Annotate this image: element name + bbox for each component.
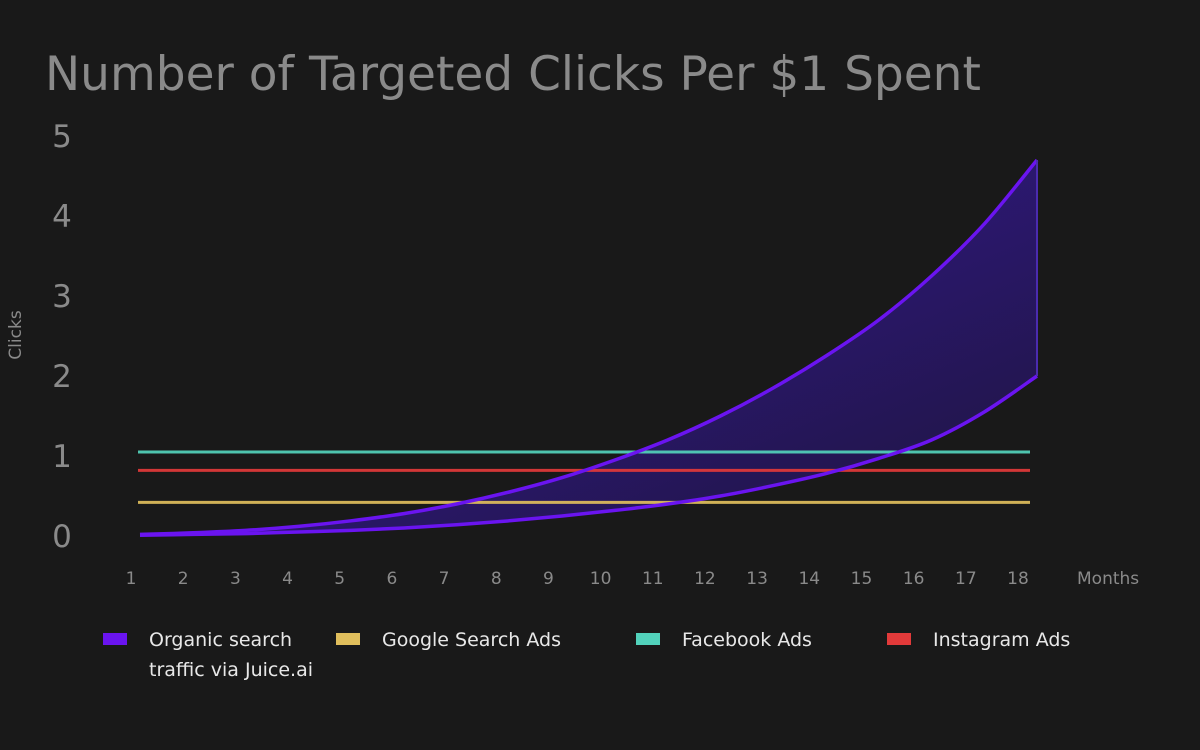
organic-upper-line (139, 158, 1039, 537)
organic-lower-line (139, 374, 1038, 537)
legend-label: Organic search (149, 629, 292, 651)
x-tick-label: 17 (955, 569, 977, 589)
y-tick-label: 3 (52, 279, 72, 315)
x-tick-label: 3 (230, 569, 241, 589)
x-ticks: 1 2 3 4 5 6 7 8 9 10 11 12 13 14 15 16 17 18 (126, 569, 1029, 589)
y-tick-label: 5 (52, 119, 72, 155)
legend-swatch (887, 633, 911, 645)
chart-title: Number of Targeted Clicks Per $1 Spent (45, 47, 981, 102)
x-tick-label: 4 (282, 569, 293, 589)
x-tick-label: 9 (543, 569, 554, 589)
x-tick-label: 1 (126, 569, 137, 589)
legend-swatch (103, 633, 127, 645)
x-tick-label: 14 (798, 569, 820, 589)
x-tick-label: 11 (642, 569, 664, 589)
x-tick-label: 5 (334, 569, 345, 589)
y-tick-label: 1 (52, 439, 72, 475)
x-tick-label: 16 (903, 569, 925, 589)
organic-band-area (140, 160, 1037, 536)
x-tick-label: 13 (746, 569, 768, 589)
x-axis-label: Months (1077, 569, 1139, 589)
legend: Organic search traffic via Juice.ai Google… (103, 629, 1070, 681)
legend-swatch (336, 633, 360, 645)
x-tick-label: 7 (439, 569, 450, 589)
legend-label: Instagram Ads (933, 629, 1070, 651)
x-tick-label: 15 (851, 569, 873, 589)
x-tick-label: 10 (590, 569, 612, 589)
x-tick-label: 6 (386, 569, 397, 589)
y-tick-label: 0 (52, 519, 72, 555)
y-axis-label: Clicks (6, 310, 26, 360)
plot-area (138, 158, 1039, 537)
x-tick-label: 8 (491, 569, 502, 589)
legend-swatch (636, 633, 660, 645)
x-tick-label: 12 (694, 569, 716, 589)
legend-label: Google Search Ads (382, 629, 561, 651)
y-tick-label: 4 (52, 199, 72, 235)
legend-label: Facebook Ads (682, 629, 812, 651)
legend-label: traffic via Juice.ai (149, 659, 313, 681)
x-tick-label: 18 (1007, 569, 1029, 589)
x-tick-label: 2 (178, 569, 189, 589)
y-tick-label: 2 (52, 359, 72, 395)
y-ticks: 0 1 2 3 4 5 (52, 119, 72, 555)
